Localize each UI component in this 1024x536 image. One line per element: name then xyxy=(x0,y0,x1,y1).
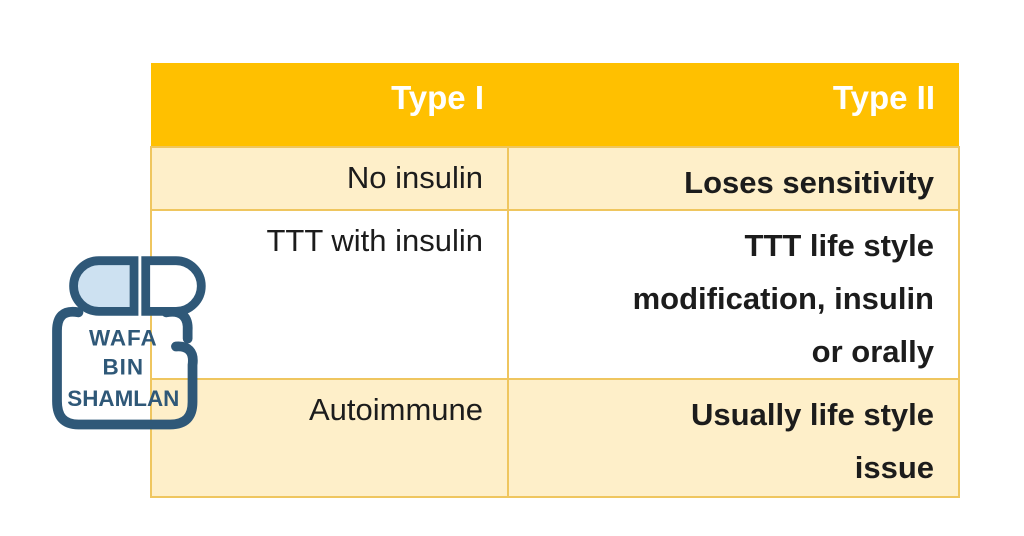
cell-line: Loses sensitivity xyxy=(684,165,934,200)
cell-line: modification, insulin xyxy=(632,281,934,316)
cell-type2-sensitivity: Loses sensitivity xyxy=(507,146,960,211)
cell-type2-treatment: TTT life style modification, insulin or … xyxy=(507,209,960,380)
cell-type1-cause: Autoimmune xyxy=(150,378,509,498)
cell-type1-treatment: TTT with insulin xyxy=(150,209,509,380)
cell-line: TTT life style xyxy=(744,228,934,263)
cell-line: Usually life style xyxy=(691,397,934,432)
header-row: Type I Type II xyxy=(151,63,959,147)
pill-icon xyxy=(69,256,206,316)
column-header-type-2: Type II xyxy=(508,63,959,147)
table-row: No insulin Loses sensitivity xyxy=(150,146,960,211)
logo-text-line1: WAFA xyxy=(89,326,158,351)
logo-text-line2: BIN xyxy=(103,355,145,380)
cell-line: issue xyxy=(854,450,934,485)
logo-text-line3: SHAMLAN xyxy=(67,386,179,411)
wafa-bin-shamlan-logo: WAFA BIN SHAMLAN xyxy=(50,248,220,443)
logo-graphic: WAFA BIN SHAMLAN xyxy=(52,256,206,430)
diabetes-comparison-table: Type I Type II No insulin Loses sensitiv… xyxy=(150,63,960,498)
cell-type1-insulin: No insulin xyxy=(150,146,509,211)
cell-line: or orally xyxy=(811,334,934,369)
cell-type2-cause: Usually life style issue xyxy=(507,378,960,498)
table-row: Autoimmune Usually life style issue xyxy=(150,378,960,498)
table-row: TTT with insulin TTT life style modifica… xyxy=(150,209,960,380)
column-header-type-1: Type I xyxy=(151,63,508,147)
